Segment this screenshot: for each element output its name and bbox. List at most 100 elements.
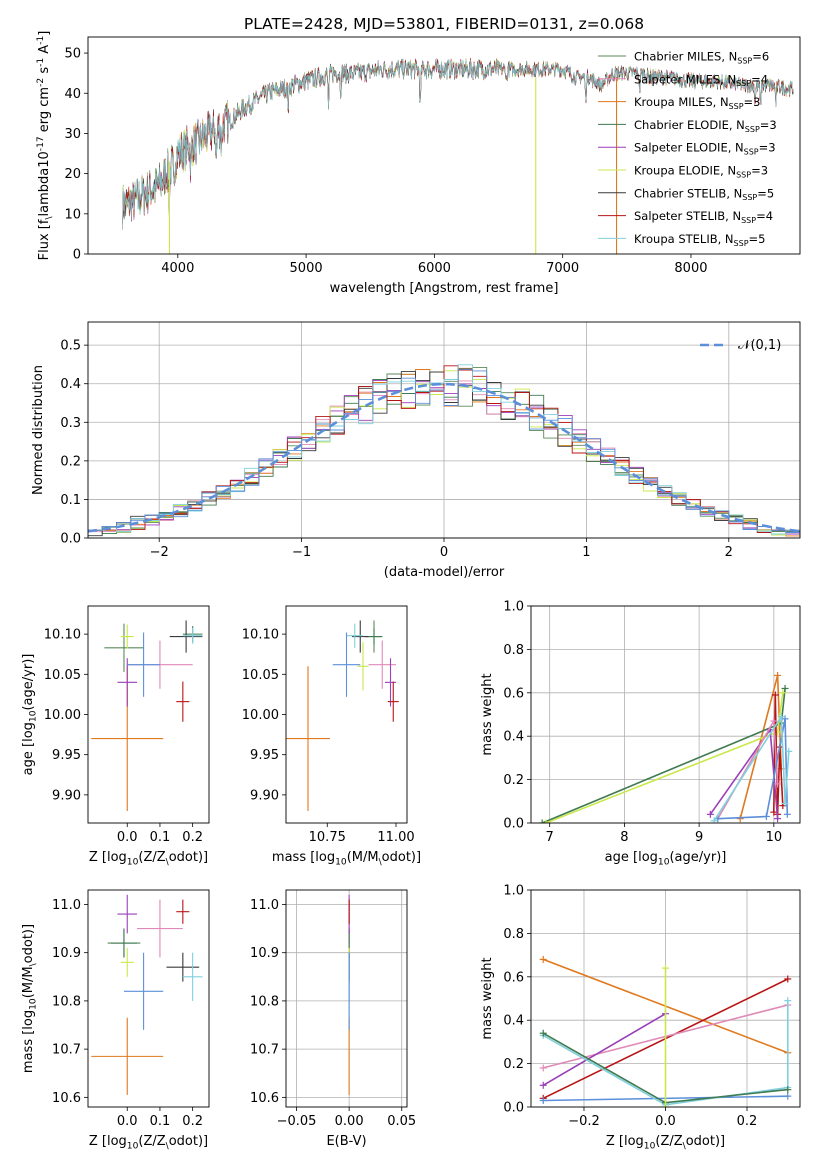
weight-marker [781, 799, 789, 807]
weight-line [717, 718, 789, 820]
y-tick-label: 0.2 [503, 773, 524, 788]
weight-vs-metallicity-panel: −0.2 0.0 0.2 0.0 0.2 0.4 0.6 0.8 1.0 Z [log10(Z/Z… [480, 884, 801, 1151]
y-tick-label: 30 [64, 127, 81, 142]
error-bar-point [176, 899, 190, 924]
weight-marker [662, 964, 669, 972]
y-tick-label: 0.8 [503, 927, 524, 942]
mass-vs-metallicity-panel: 0.0 0.1 0.2 10.6 10.7 10.8 10.9 11.0 Z [log10(Z/… [21, 889, 210, 1151]
error-bar-point [176, 681, 190, 722]
error-bar-point [104, 623, 144, 672]
weight-vs-age-panel: 7 8 9 10 0.0 0.2 0.4 0.6 0.8 1.0 age [log10(age/yr… [480, 600, 801, 867]
y-tick-label: 40 [64, 87, 81, 102]
x-tick-label: 7000 [546, 261, 579, 276]
y-axis-label: age [log10(age/yr)] [21, 654, 38, 776]
weight-marker [662, 1103, 669, 1107]
x-tick-label: 0.0 [117, 1114, 138, 1129]
error-bar-point [127, 632, 160, 697]
y-tick-label: 10.7 [52, 1043, 81, 1058]
y-tick-label: 10.10 [44, 628, 81, 643]
mass-vs-ebv-panel: −0.05 0.00 0.05 10.6 10.7 10.8 10.9 11.0 E(B-V) [250, 889, 416, 1149]
y-tick-label: 0.5 [60, 339, 81, 354]
error-bar-point [137, 899, 183, 958]
legend: 𝒩(0,1) [700, 338, 781, 353]
weight-marker [762, 812, 770, 820]
weight-marker [783, 810, 791, 818]
y-tick-label: 9.95 [250, 748, 279, 763]
axes-frame [530, 605, 801, 824]
weight-marker [784, 1086, 792, 1094]
y-axis-label: mass [log10(M/M\odot)] [21, 924, 38, 1073]
error-bar-point [182, 952, 203, 1001]
spectrum-line [122, 58, 794, 230]
y-tick-label: 10.9 [52, 946, 81, 961]
x-axis-label: age [log10(age/yr)] [605, 850, 727, 867]
weight-marker [779, 689, 787, 697]
weight-marker [781, 684, 789, 692]
weight-marker [774, 780, 782, 788]
y-tick-label: 20 [64, 167, 81, 182]
weight-marker [539, 1096, 547, 1104]
age-vs-mass-panel: 10.75 11.00 9.90 9.95 10.00 10.05 10.10 mass [l… [242, 605, 421, 867]
x-tick-label: 1 [582, 545, 590, 560]
gridlines [286, 890, 407, 1107]
y-tick-label: 0.4 [60, 377, 81, 392]
x-tick-label: 7 [546, 830, 554, 845]
error-bar-point [91, 1017, 164, 1095]
x-tick-label: 4000 [161, 261, 194, 276]
y-tick-label: 10.00 [44, 708, 81, 723]
weight-marker [771, 691, 779, 699]
gridlines [531, 605, 800, 824]
y-tick-label: 10.9 [250, 946, 279, 961]
legend-entry: Chabrier MILES, NSSP=6 [634, 50, 769, 66]
y-tick-label: 0.0 [503, 817, 524, 832]
error-bar-point [368, 640, 396, 689]
weight-marker [784, 997, 792, 1005]
error-bar-point [120, 624, 134, 649]
weight-marker [785, 747, 793, 755]
weight-line [541, 688, 786, 823]
y-tick-label: 1.0 [503, 884, 524, 899]
error-bar-point [120, 947, 134, 977]
weight-marker [736, 815, 744, 823]
error-bar-point [117, 894, 138, 934]
x-tick-label: 6000 [418, 261, 451, 276]
axes-frame [87, 36, 801, 255]
legend-entry: Salpeter ELODIE, NSSP=3 [634, 141, 776, 157]
weight-marker [784, 975, 792, 983]
weight-marker [539, 955, 547, 963]
y-tick-label: 0.4 [503, 730, 524, 745]
y-tick-label: 10.6 [250, 1091, 279, 1106]
x-tick-label: 5000 [290, 261, 323, 276]
y-tick-label: 0.2 [503, 1057, 524, 1072]
axes-frame [87, 605, 210, 824]
y-tick-label: 11.0 [250, 898, 279, 913]
residual-histogram-panel: −2 −1 0 1 2 0.0 0.1 0.2 0.3 0.4 0.5 (data-model)/er… [31, 321, 801, 580]
x-axis-label: Z [log10(Z/Z\odot)] [606, 1134, 725, 1151]
weight-marker [777, 713, 785, 721]
y-tick-label: 0.1 [60, 493, 81, 508]
y-tick-label: 0.0 [60, 532, 81, 547]
y-tick-label: 50 [64, 47, 81, 62]
x-tick-label: 8000 [674, 261, 707, 276]
x-tick-label: −2 [150, 545, 169, 560]
weight-marker [770, 717, 778, 725]
legend: Chabrier MILES, NSSP=6 Salpeter MILES, NS… [598, 50, 777, 248]
x-tick-label: −1 [292, 545, 311, 560]
spectrum-panel: 4000 5000 6000 7000 8000 0 10 20 30 40 50 wavelengt… [36, 15, 801, 296]
x-tick-label: 0.05 [387, 1114, 416, 1129]
y-tick-label: 0 [73, 248, 81, 263]
y-axis-label: Normed distribution [31, 365, 46, 495]
x-tick-label: 9 [695, 830, 703, 845]
legend-entry: 𝒩(0,1) [738, 338, 781, 353]
weight-marker [539, 1029, 547, 1037]
y-tick-label: 1.0 [503, 600, 524, 615]
weight-marker [706, 810, 714, 818]
y-tick-label: 10.8 [52, 994, 81, 1009]
x-axis-label: (data-model)/error [384, 565, 505, 580]
legend-entry: Salpeter STELIB, NSSP=4 [634, 209, 773, 225]
error-bar-point [332, 632, 361, 697]
legend-entry: Kroupa ELODIE, NSSP=3 [634, 164, 768, 180]
x-tick-label: 0.0 [117, 830, 138, 845]
x-tick-label: 11.00 [377, 830, 414, 845]
error-bar-point [182, 627, 203, 644]
